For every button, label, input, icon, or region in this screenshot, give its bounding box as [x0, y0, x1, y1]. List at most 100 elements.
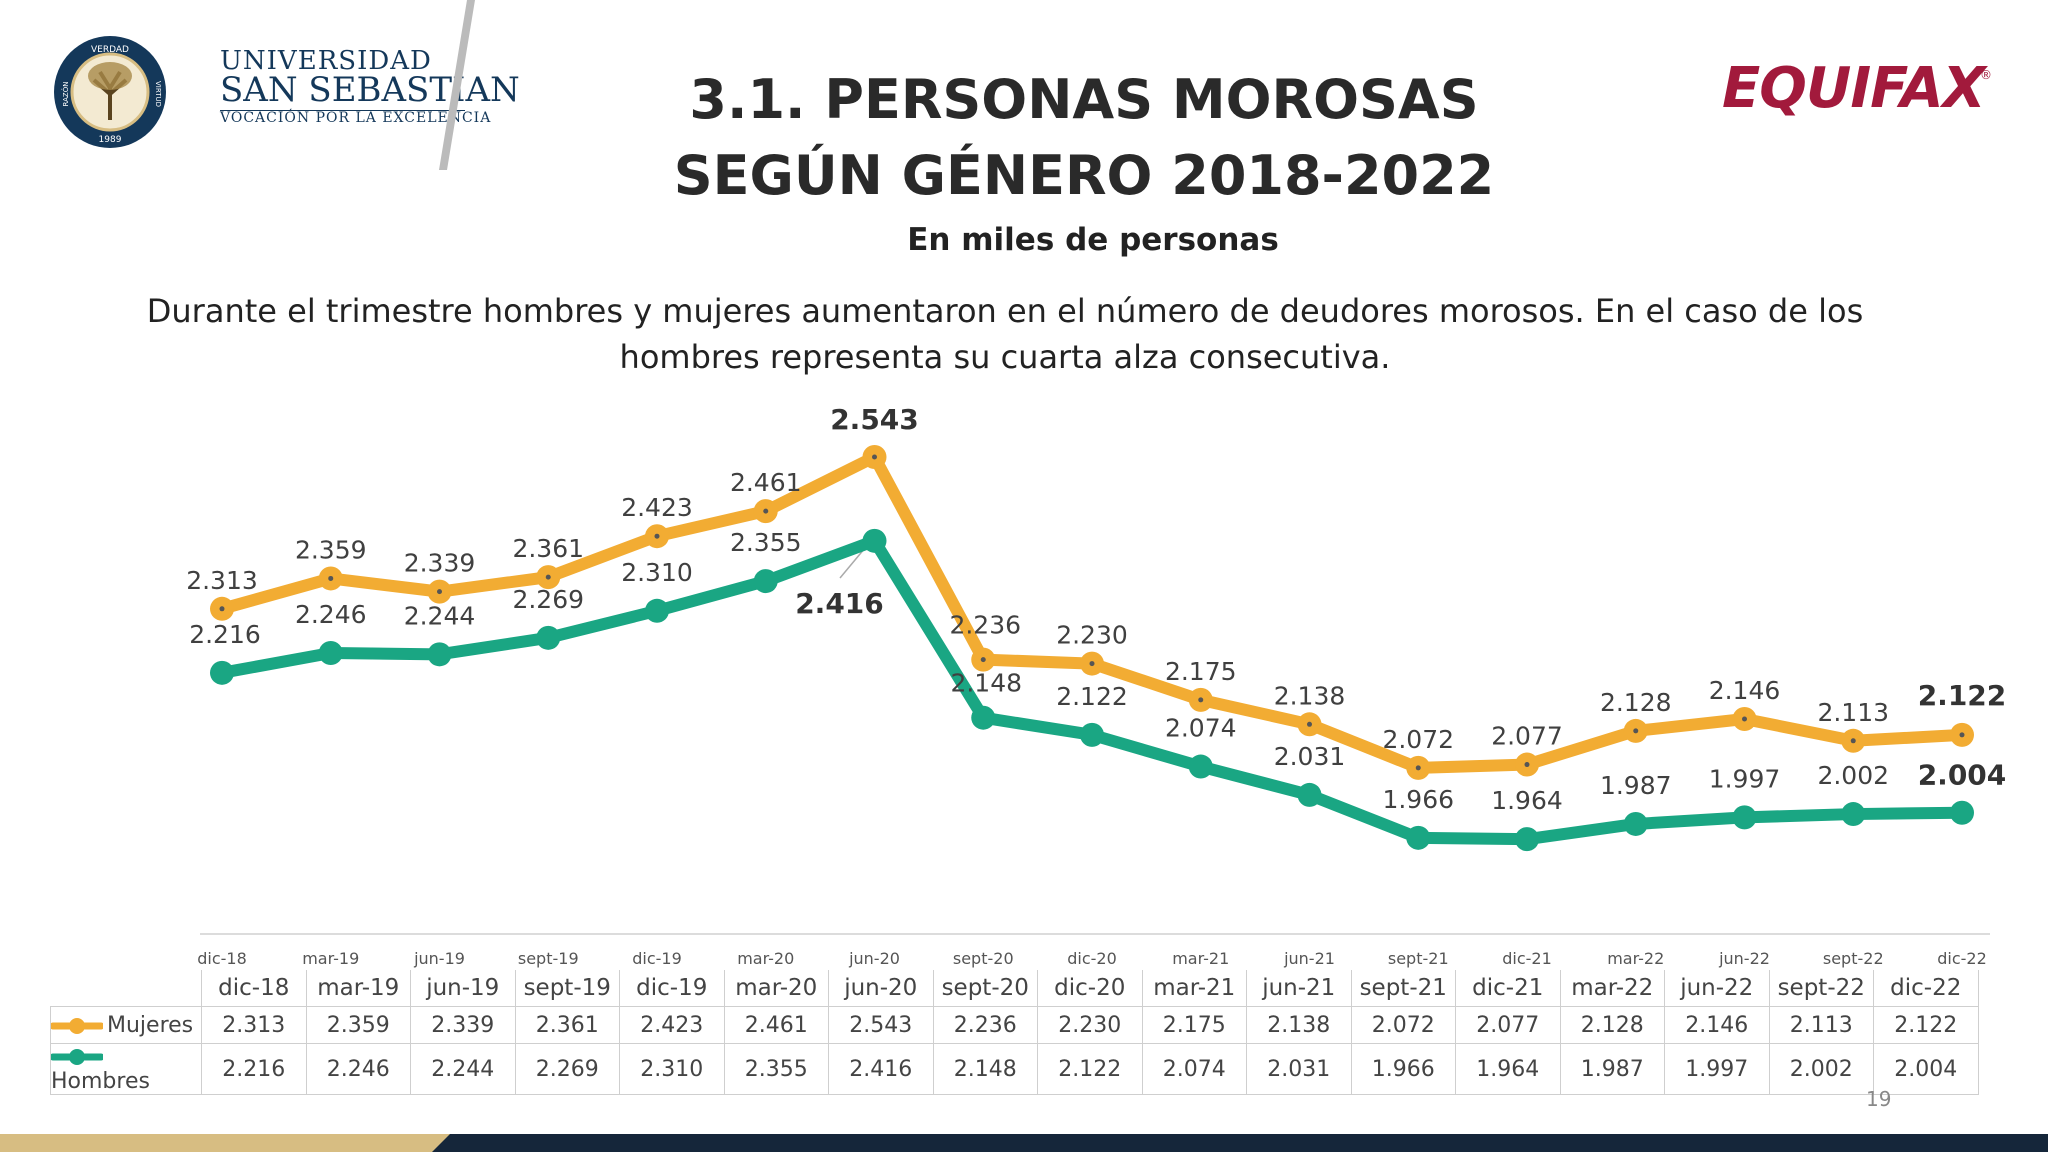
data-label-mujeres: 2.339	[404, 549, 476, 578]
x-tick-label: sept-22	[1823, 949, 1884, 968]
data-label-mujeres: 2.313	[186, 566, 258, 595]
data-point-center	[763, 508, 769, 514]
data-label-hombres: 2.122	[1056, 682, 1128, 711]
data-point-center	[1307, 721, 1312, 727]
table-cell: 2.359	[306, 1006, 411, 1044]
table-header-cell: mar-20	[724, 970, 829, 1007]
data-point-center	[1742, 716, 1747, 722]
data-point-hombres	[1297, 782, 1322, 807]
table-cell: 2.355	[724, 1043, 829, 1095]
legend-key-hombres	[51, 1049, 103, 1065]
data-point-hombres	[1732, 805, 1757, 830]
data-point-hombres	[753, 569, 778, 594]
data-label-mujeres: 2.361	[512, 534, 584, 563]
table-cell: 2.246	[306, 1043, 411, 1095]
data-label-mujeres: 2.423	[621, 493, 693, 522]
data-point-hombres	[427, 642, 452, 667]
data-label-hombres: 2.355	[730, 528, 802, 557]
table-header-cell: jun-19	[410, 970, 516, 1007]
data-label-hombres: 2.074	[1165, 714, 1237, 743]
data-point-hombres	[1406, 825, 1431, 850]
table-header-cell: sept-19	[515, 970, 620, 1007]
data-label-hombres: 2.310	[621, 558, 693, 587]
data-label-mujeres: 2.543	[830, 403, 919, 436]
x-tick-label: mar-20	[737, 949, 794, 968]
table-cell: 2.423	[619, 1006, 725, 1044]
x-tick-label: dic-21	[1502, 949, 1552, 968]
table-header-cell: dic-22	[1873, 970, 1979, 1007]
x-tick-label: jun-19	[413, 949, 465, 968]
table-cell: 2.128	[1560, 1006, 1665, 1044]
data-point-center	[872, 454, 877, 460]
data-label-hombres: 1.964	[1491, 786, 1563, 815]
data-point-hombres	[1950, 800, 1974, 825]
table-cell: 2.175	[1142, 1006, 1247, 1044]
x-tick-label: dic-20	[1067, 949, 1117, 968]
data-point-hombres	[862, 528, 887, 553]
table-header-cell: mar-21	[1142, 970, 1247, 1007]
data-point-hombres	[210, 660, 234, 685]
data-label-hombres: 2.416	[795, 587, 884, 620]
data-label-mujeres: 2.072	[1382, 725, 1454, 754]
table-header-cell: mar-22	[1560, 970, 1665, 1007]
data-point-center	[1198, 697, 1204, 703]
table-header-cell: jun-21	[1246, 970, 1352, 1007]
data-label-hombres: 2.004	[1918, 759, 2007, 792]
table-header-cell: dic-19	[619, 970, 725, 1007]
table-cell: 2.244	[410, 1043, 516, 1095]
table-series-label: Hombres	[50, 1043, 202, 1095]
x-tick-label: dic-19	[632, 949, 682, 968]
table-cell: 1.966	[1351, 1043, 1456, 1095]
seal-year-text: 1989	[99, 135, 122, 145]
data-label-hombres: 2.269	[512, 585, 584, 614]
data-label-mujeres: 2.175	[1165, 657, 1237, 686]
data-point-center	[980, 657, 986, 663]
page-subtitle: En miles de personas	[907, 222, 1279, 258]
x-tick-label: mar-21	[1172, 949, 1229, 968]
university-divider	[220, 110, 465, 111]
table-cell: 2.004	[1873, 1043, 1979, 1095]
table-header-cell: sept-20	[933, 970, 1038, 1007]
table-cell: 2.236	[933, 1006, 1038, 1044]
table-cell: 1.987	[1560, 1043, 1665, 1095]
equifax-logo: EQUIFAX	[1722, 56, 1986, 121]
table-cell: 2.361	[515, 1006, 620, 1044]
x-tick-label: sept-21	[1388, 949, 1449, 968]
data-point-hombres	[645, 598, 669, 623]
data-table: dic-18 mar-19 jun-19 sept-19 dic-19 mar-20 jun…	[50, 970, 1979, 1095]
series-line-mujeres	[216, 451, 1968, 774]
table-cell: 1.997	[1664, 1043, 1770, 1095]
line-chart: dic-18 mar-19 jun-19 sept-19 dic-19 mar-20 jun…	[186, 403, 2007, 968]
data-point-hombres	[971, 705, 996, 730]
data-label-mujeres: 2.113	[1817, 698, 1889, 727]
page-title-line1: 3.1. PERSONAS MOROSAS	[689, 68, 1479, 131]
data-label-mujeres: 2.146	[1709, 676, 1781, 705]
university-name-line2: SAN SEBASTIAN	[220, 70, 520, 110]
table-series-label: Mujeres	[50, 1006, 202, 1044]
data-label-hombres: 2.244	[404, 601, 476, 630]
table-header-cell: dic-21	[1455, 970, 1561, 1007]
table-header-cell: dic-18	[201, 970, 307, 1007]
data-label-mujeres: 2.236	[949, 611, 1021, 640]
page-number: 19	[1866, 1087, 1892, 1111]
table-header-cell: sept-22	[1769, 970, 1874, 1007]
table-header-cell: dic-20	[1037, 970, 1143, 1007]
data-label-hombres: 2.031	[1274, 742, 1346, 771]
table-cell: 2.031	[1246, 1043, 1352, 1095]
table-header-row: dic-18 mar-19 jun-19 sept-19 dic-19 mar-20 jun…	[50, 970, 1979, 1007]
data-label-hombres: 2.216	[189, 620, 261, 649]
university-seal-icon: VERDAD 1989 RAZÓN VIRTUD	[54, 36, 166, 148]
table-cell: 2.148	[933, 1043, 1038, 1095]
data-point-hombres	[536, 625, 561, 650]
seal-left-text: RAZÓN	[61, 82, 70, 107]
table-row-mujeres: Mujeres 2.313 2.359 2.339 2.361 2.423 2.461 2.5…	[50, 1006, 1979, 1044]
table-row-hombres: Hombres 2.216 2.246 2.244 2.269 2.310 2.355 2.4…	[50, 1043, 1979, 1095]
table-header-cell: sept-21	[1351, 970, 1456, 1007]
data-point-center	[1959, 732, 1965, 738]
x-tick-label: mar-19	[302, 949, 359, 968]
legend-label-mujeres: Mujeres	[107, 1012, 194, 1038]
table-cell: 2.230	[1037, 1006, 1143, 1044]
x-tick-label: mar-22	[1607, 949, 1664, 968]
data-point-center	[1633, 728, 1639, 734]
data-point-hombres	[1188, 754, 1213, 779]
